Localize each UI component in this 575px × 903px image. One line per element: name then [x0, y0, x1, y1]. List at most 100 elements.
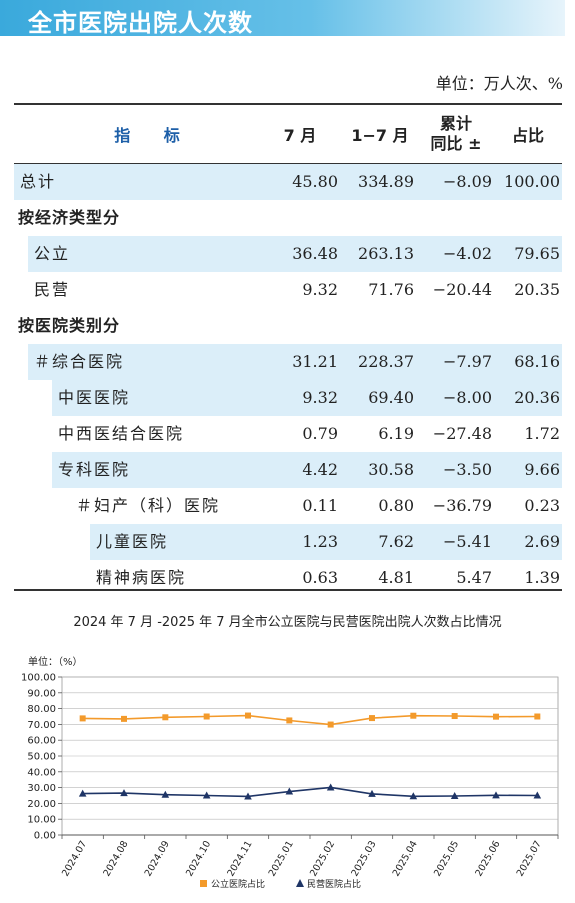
- table-bottom-rule: [14, 589, 562, 591]
- row-shading: [28, 344, 562, 380]
- cell-share: 100.00: [504, 172, 560, 191]
- row-label: 总计: [20, 172, 57, 191]
- table-row: ＃妇产（科）医院 0.11 0.80 −36.79 0.23: [14, 488, 562, 524]
- page-title: 全市医院出院人次数: [28, 9, 253, 37]
- y-tick-label: 80.00: [27, 704, 56, 715]
- data-point: [245, 712, 251, 719]
- cell-share: 2.69: [524, 532, 560, 551]
- x-tick-label: 2025.01: [267, 839, 296, 879]
- cell-jan-jul: 30.58: [368, 460, 414, 479]
- cell-july: 4.42: [302, 460, 338, 479]
- cell-jan-jul: 6.19: [378, 424, 414, 443]
- cell-july: 45.80: [292, 172, 338, 191]
- table-row: 专科医院 4.42 30.58 −3.50 9.66: [14, 452, 562, 488]
- x-tick-label: 2025.03: [349, 839, 378, 879]
- column-header-yoy-line2: 同比 ±: [430, 134, 482, 153]
- data-point: [285, 787, 294, 795]
- data-point: [161, 790, 170, 798]
- cell-jan-jul: 334.89: [358, 172, 414, 191]
- x-tick-label: 2025.02: [308, 839, 337, 879]
- table-section-row: 按经济类型分: [14, 200, 562, 236]
- data-point: [286, 717, 293, 724]
- column-header-jan-jul: 1−7 月: [342, 105, 418, 163]
- x-tick-label: 2024.07: [60, 839, 89, 879]
- row-shading: [52, 452, 562, 488]
- cell-yoy: −27.48: [432, 424, 492, 443]
- cell-july: 1.23: [302, 532, 338, 551]
- cell-jan-jul: 7.62: [378, 532, 414, 551]
- table-row: 中西医结合医院 0.79 6.19 −27.48 1.72: [14, 416, 562, 452]
- row-label: ＃综合医院: [34, 352, 125, 371]
- y-tick-label: 100.00: [21, 673, 56, 684]
- table-section-row: 按医院类别分: [14, 308, 562, 344]
- cell-july: 0.79: [302, 424, 338, 443]
- y-tick-label: 30.00: [27, 783, 56, 794]
- row-label: 民营: [34, 280, 71, 299]
- cell-jan-jul: 228.37: [358, 352, 414, 371]
- column-header-share-text: 占比: [511, 126, 544, 145]
- cell-share: 1.39: [524, 568, 560, 587]
- series-line-2: [82, 786, 538, 798]
- row-label: 按经济类型分: [18, 208, 121, 227]
- data-point: [533, 791, 542, 799]
- data-point: [203, 713, 210, 720]
- y-tick-label: 90.00: [27, 688, 56, 699]
- cell-share: 9.66: [524, 460, 560, 479]
- table-unit-label: 单位：万人次、%: [435, 74, 563, 93]
- data-point: [202, 791, 211, 799]
- data-point: [326, 783, 335, 791]
- cell-yoy: −20.44: [432, 280, 492, 299]
- data-point: [369, 715, 375, 722]
- cell-july: 31.21: [292, 352, 338, 371]
- column-header-july: 7 月: [262, 105, 338, 163]
- column-header-yoy-text: 累计 同比 ±: [431, 114, 482, 154]
- row-label: 公立: [34, 244, 71, 263]
- table-row: 总计 45.80 334.89 −8.09 100.00: [14, 164, 562, 200]
- data-point: [120, 789, 128, 797]
- cell-july: 36.48: [292, 244, 338, 263]
- data-point: [492, 791, 500, 799]
- data-point: [493, 713, 499, 720]
- data-point: [450, 791, 459, 799]
- column-header-july-text: 7 月: [283, 126, 317, 145]
- chart-unit-label: 单位：（%）: [28, 655, 83, 668]
- x-tick-label: 2025.06: [473, 839, 502, 879]
- row-shading: [90, 524, 562, 560]
- cell-share: 20.36: [514, 388, 560, 407]
- data-point: [162, 714, 169, 721]
- x-tick-label: 2025.05: [432, 839, 461, 879]
- series-line-1: [82, 714, 538, 726]
- row-label: 中医医院: [58, 388, 131, 407]
- cell-yoy: 5.47: [456, 568, 492, 587]
- row-shading: [52, 380, 562, 416]
- column-header-indicator-text: 指 标: [114, 126, 194, 145]
- x-tick-label: 2025.07: [515, 839, 544, 879]
- header-banner: 全市医院出院人次数: [0, 0, 565, 37]
- cell-share: 79.65: [514, 244, 560, 263]
- y-tick-label: 60.00: [27, 736, 56, 747]
- cell-yoy: −3.50: [442, 460, 492, 479]
- cell-july: 9.32: [302, 388, 338, 407]
- row-label: ＃妇产（科）医院: [76, 496, 221, 515]
- cell-yoy: −8.09: [442, 172, 492, 191]
- column-header-share: 占比: [494, 105, 562, 163]
- cell-share: 68.16: [514, 352, 560, 371]
- x-tick-label: 2024.09: [143, 839, 172, 879]
- y-tick-label: 50.00: [27, 752, 56, 763]
- row-label: 儿童医院: [96, 532, 169, 551]
- cell-share: 0.23: [524, 496, 560, 515]
- data-point: [410, 712, 417, 719]
- x-tick-label: 2024.10: [184, 839, 213, 879]
- chart-title: 2024 年 7 月 -2025 年 7 月全市公立医院与民营医院出院人次数占比…: [73, 615, 502, 630]
- row-label: 中西医结合医院: [58, 424, 185, 443]
- row-shading: [14, 164, 562, 200]
- line-chart: 单位：（%） 0.00 10.00 20.00 30.00 40.00 50.00 60.00…: [21, 655, 559, 890]
- data-point: [244, 792, 252, 800]
- cell-yoy: −8.00: [442, 388, 492, 407]
- cell-jan-jul: 71.76: [368, 280, 414, 299]
- cell-july: 9.32: [302, 280, 338, 299]
- table-top-rule: [14, 103, 562, 105]
- data-point: [121, 715, 127, 722]
- column-header-yoy: 累计 同比 ±: [418, 105, 494, 163]
- cell-share: 20.35: [514, 280, 560, 299]
